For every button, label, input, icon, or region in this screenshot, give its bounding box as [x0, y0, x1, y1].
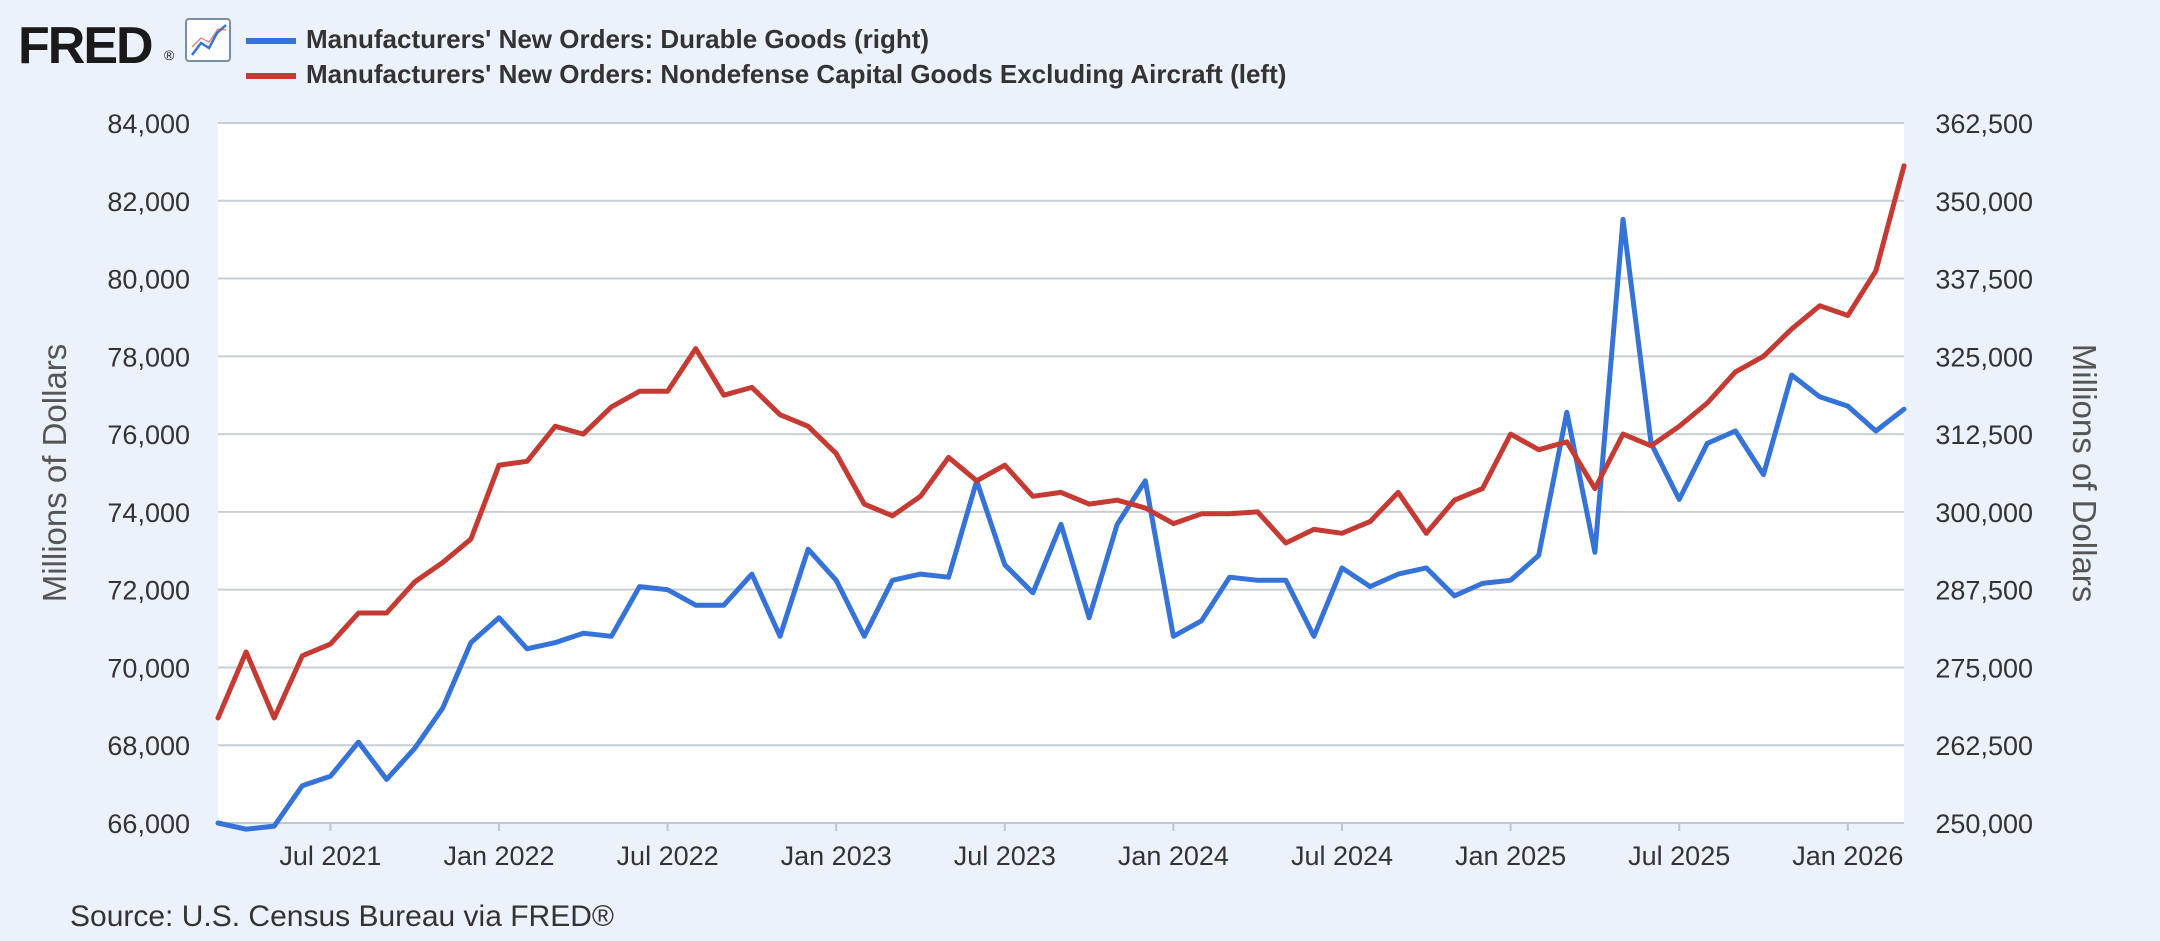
x-tick-label: Jul 2022: [617, 841, 719, 871]
right-tick-label: 325,000: [1935, 342, 2033, 372]
x-tick-label: Jul 2025: [1628, 841, 1730, 871]
left-tick-label: 66,000: [107, 809, 190, 839]
fred-logo-text: FRED: [18, 17, 152, 75]
series-line-capital-goods: [215, 163, 1907, 721]
series-line-durable-goods: [215, 216, 1907, 832]
right-axis-ticks: 362,500 350,000 337,500 325,000 312,500 300,0…: [1935, 109, 2033, 839]
left-tick-label: 72,000: [107, 576, 190, 606]
legend: Manufacturers' New Orders: Durable Goods…: [246, 24, 1286, 89]
chart-line-icon: [185, 18, 231, 62]
left-tick-label: 70,000: [107, 653, 190, 683]
legend-item-capital-goods: Manufacturers' New Orders: Nondefense Ca…: [246, 59, 1286, 89]
left-tick-label: 68,000: [107, 731, 190, 761]
source-note: Source: U.S. Census Bureau via FRED®: [70, 900, 614, 933]
right-tick-label: 250,000: [1935, 809, 2033, 839]
left-tick-label: 74,000: [107, 498, 190, 528]
x-axis-ticks: Jul 2021 Jan 2022 Jul 2022 Jan 2023 Jul 2023…: [279, 823, 1903, 871]
fred-logo[interactable]: FRED ®: [18, 17, 231, 75]
legend-label-durable-goods: Manufacturers' New Orders: Durable Goods…: [306, 24, 929, 54]
legend-label-capital-goods: Manufacturers' New Orders: Nondefense Ca…: [306, 59, 1286, 89]
x-tick-label: Jan 2026: [1792, 841, 1903, 871]
right-tick-label: 287,500: [1935, 576, 2033, 606]
x-tick-label: Jul 2021: [279, 841, 381, 871]
right-tick-label: 300,000: [1935, 498, 2033, 528]
x-tick-label: Jan 2025: [1455, 841, 1566, 871]
plot-area: [218, 123, 1904, 823]
left-tick-label: 82,000: [107, 187, 190, 217]
left-tick-label: 84,000: [107, 109, 190, 139]
series-layer: [215, 163, 1907, 832]
x-tick-label: Jul 2023: [954, 841, 1056, 871]
left-tick-label: 78,000: [107, 342, 190, 372]
right-tick-label: 350,000: [1935, 187, 2033, 217]
x-tick-label: Jul 2024: [1291, 841, 1393, 871]
left-axis-title: Millions of Dollars: [36, 344, 73, 603]
right-tick-label: 262,500: [1935, 731, 2033, 761]
right-tick-label: 275,000: [1935, 653, 2033, 683]
x-tick-label: Jan 2022: [443, 841, 554, 871]
right-tick-label: 362,500: [1935, 109, 2033, 139]
right-axis-title: Millions of Dollars: [2066, 344, 2103, 603]
x-tick-label: Jan 2023: [781, 841, 892, 871]
left-tick-label: 80,000: [107, 265, 190, 295]
x-tick-label: Jan 2024: [1118, 841, 1229, 871]
left-tick-label: 76,000: [107, 420, 190, 450]
legend-item-durable-goods: Manufacturers' New Orders: Durable Goods…: [246, 24, 929, 54]
left-axis-ticks: 84,000 82,000 80,000 78,000 76,000 74,000 72,0…: [107, 109, 190, 839]
fred-logo-registered-mark: ®: [164, 47, 175, 63]
right-tick-label: 337,500: [1935, 265, 2033, 295]
right-tick-label: 312,500: [1935, 420, 2033, 450]
